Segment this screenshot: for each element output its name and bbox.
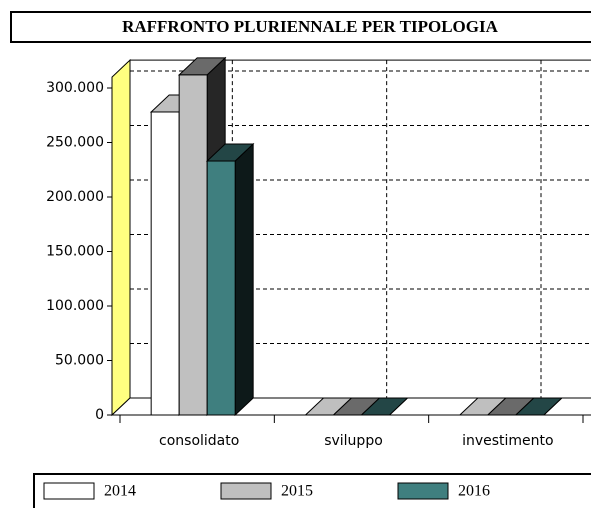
legend-swatch [43,482,95,500]
bar [206,160,236,416]
bar-side [234,142,254,417]
legend-label: 2016 [458,483,490,500]
bar-top [514,397,564,416]
y-tick-label: 250.000 [46,135,104,151]
y-tick-label: 150.000 [46,244,104,260]
bar-top [360,397,409,416]
y-tick-label: 200.000 [46,189,104,205]
x-tick-label: investimento [462,433,554,449]
legend-swatch [397,482,449,500]
y-tick-label: 0 [95,407,104,423]
legend-label: 2014 [104,483,136,500]
bar [178,74,208,416]
y-tick-label: 100.000 [46,298,104,314]
chart-title: RAFFRONTO PLURIENNALE PER TIPOLOGIA [122,17,498,36]
legend-swatch [220,482,272,500]
legend-label: 2015 [281,483,313,500]
bar [150,111,180,416]
y-tick-label: 300.000 [46,80,104,96]
side-wall [111,58,131,417]
x-tick-label: sviluppo [324,433,383,449]
title-box [10,11,591,43]
legend-box [33,473,591,508]
y-tick-label: 50.000 [55,353,104,369]
x-tick-label: consolidato [159,433,239,449]
